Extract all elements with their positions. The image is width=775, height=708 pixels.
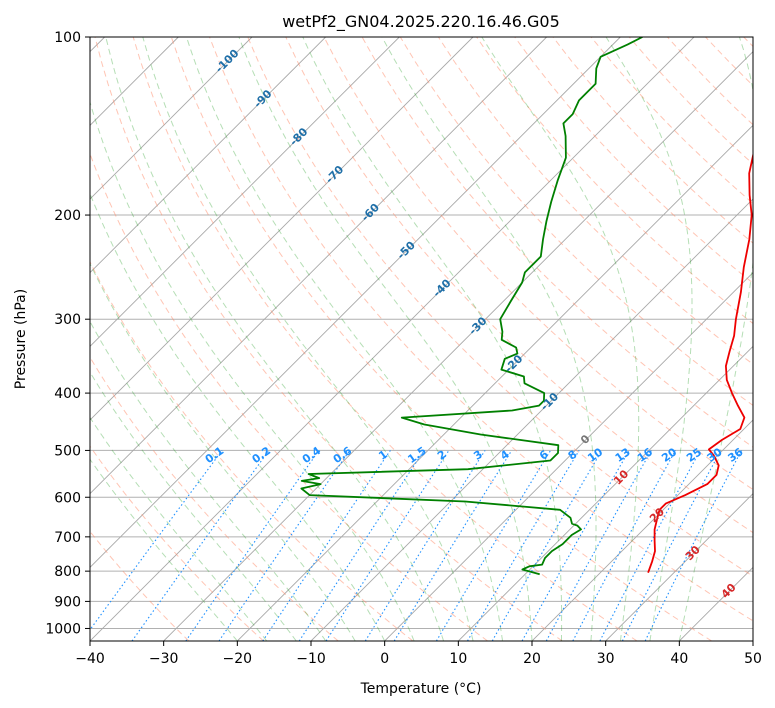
isotherm-10	[458, 345, 753, 641]
moist-adiabat	[678, 37, 753, 641]
x-tick-label: 30	[597, 651, 615, 667]
mixing-ratio-line	[521, 450, 630, 641]
moist-adiabat	[142, 37, 474, 641]
dry-adiabat	[90, 356, 339, 641]
moist-adiabat	[302, 37, 563, 641]
dry-adiabat	[90, 445, 264, 641]
dry-adiabat	[247, 37, 753, 577]
isotherm--90	[90, 37, 326, 274]
x-tick-label: 20	[523, 651, 541, 667]
dry-adiabat	[170, 37, 712, 641]
isotherm-20	[531, 419, 753, 641]
moist-adiabat	[90, 416, 268, 641]
y-tick-label: 600	[54, 490, 81, 506]
mixing-ratio-line	[644, 450, 742, 641]
y-tick-label: 700	[54, 530, 81, 546]
mixing-ratio-line	[298, 450, 425, 641]
y-tick-label: 300	[54, 312, 81, 328]
y-tick-label: 800	[54, 564, 81, 580]
mixing-ratio-line	[325, 450, 450, 641]
mixing-ratio-line	[90, 450, 223, 631]
dry-adiabat	[285, 37, 753, 534]
y-axis-label: Pressure (hPa)	[13, 289, 29, 389]
moist-adiabat	[90, 371, 297, 641]
y-tick-label: 900	[54, 594, 81, 610]
x-tick-label: −40	[75, 651, 105, 667]
mixing-ratio-line	[572, 450, 676, 641]
moist-adiabat	[90, 100, 415, 641]
y-tick-label: 200	[54, 208, 81, 224]
moist-adiabat	[481, 37, 640, 641]
temperature-profile	[647, 152, 753, 574]
mixing-ratio-line	[262, 450, 391, 641]
x-tick-label: −30	[149, 651, 179, 667]
isotherm--70	[90, 37, 474, 421]
isotherm--40	[90, 37, 695, 641]
moist-adiabat	[90, 320, 327, 641]
moist-adiabat	[105, 37, 445, 641]
isotherm--80	[90, 37, 400, 347]
isotherm-30	[605, 493, 753, 641]
dry-adiabat	[514, 37, 753, 284]
dry-adiabat	[209, 37, 753, 622]
dry-adiabat	[476, 37, 753, 325]
mixing-ratio-line	[545, 450, 652, 641]
moist-adiabat	[90, 192, 386, 641]
dry-adiabat	[94, 37, 563, 641]
y-tick-label: 1000	[45, 621, 81, 637]
isotherm-0	[384, 272, 753, 641]
moist-adiabat	[90, 458, 238, 641]
y-tick-label: 100	[54, 30, 81, 46]
isotherm--30	[163, 51, 753, 641]
dry-adiabat	[90, 260, 414, 641]
x-tick-label: 0	[380, 651, 389, 667]
x-tick-label: −20	[223, 651, 253, 667]
mixing-ratio-line	[621, 450, 722, 641]
isotherm--100	[90, 37, 253, 200]
x-axis-label: Temperature (°C)	[360, 681, 482, 697]
plot-frame	[89, 36, 754, 642]
y-tick-label: 500	[54, 443, 81, 459]
y-tick-label: 400	[54, 386, 81, 402]
dewpoint-profile	[300, 37, 643, 576]
moist-adiabat	[381, 37, 597, 641]
dry-adiabat	[132, 37, 638, 641]
mixing-ratio-line	[393, 450, 513, 641]
isotherm--50	[90, 37, 621, 568]
mixing-ratio-line	[185, 450, 320, 641]
moist-adiabat	[186, 37, 503, 641]
moist-adiabat	[90, 262, 356, 641]
background-lines	[90, 37, 753, 641]
axis-ticks: −40 −30 −20 −10 0 10 20 30 40 50 100 200 300 400 500 60…	[45, 30, 762, 667]
moist-adiabat	[238, 37, 533, 641]
mixing-ratio-line	[218, 450, 351, 641]
x-tick-label: 10	[449, 651, 467, 667]
x-tick-label: 50	[744, 651, 762, 667]
x-tick-label: −10	[296, 651, 326, 667]
sounding-profiles	[300, 37, 753, 576]
dry-adiabat	[323, 37, 753, 491]
moist-adiabat	[605, 37, 693, 641]
isotherm--20	[237, 124, 753, 641]
x-tick-label: 40	[670, 651, 688, 667]
mixing-ratio-line	[131, 450, 270, 641]
isotherm--60	[90, 37, 547, 495]
chart-title: wetPf2_GN04.2025.220.16.46.G05	[282, 12, 560, 32]
